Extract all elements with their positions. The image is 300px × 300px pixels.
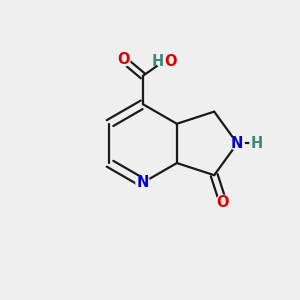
Circle shape (250, 136, 264, 150)
Circle shape (136, 176, 150, 190)
Text: H: H (251, 136, 263, 151)
Text: O: O (117, 52, 130, 67)
Text: H: H (152, 54, 164, 69)
Text: O: O (164, 54, 177, 69)
Text: O: O (217, 195, 229, 210)
Circle shape (116, 52, 130, 66)
Circle shape (230, 136, 244, 150)
Text: N: N (231, 136, 244, 151)
Circle shape (216, 195, 230, 209)
Circle shape (157, 54, 171, 68)
Text: N: N (137, 175, 149, 190)
